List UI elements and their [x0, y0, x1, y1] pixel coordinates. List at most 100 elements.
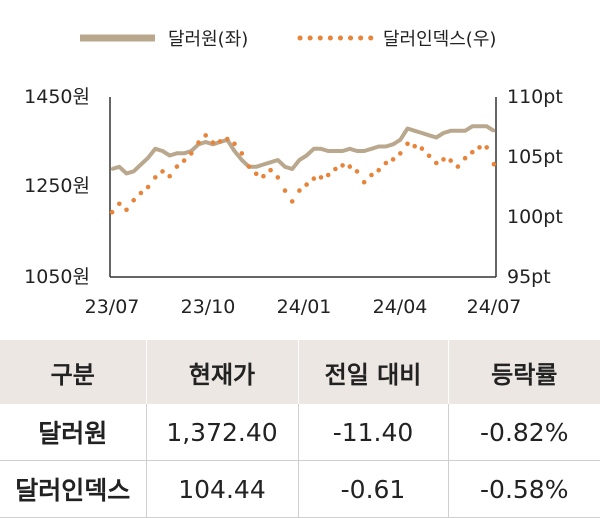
usdkrw-point [341, 149, 345, 153]
dxy-point [470, 149, 475, 155]
dxy-point [325, 172, 331, 178]
usdkrw-point [261, 163, 265, 166]
usdkrw-point [456, 129, 460, 133]
dxy-point [361, 179, 367, 185]
usdkrw-point [132, 169, 136, 173]
usdkrw-point [117, 165, 121, 169]
dxy-point [181, 158, 187, 163]
dxy-point [275, 175, 281, 180]
usdkrw-point [254, 165, 258, 169]
dxy-point [426, 153, 432, 159]
right-tick-label: 110pt [507, 86, 563, 108]
usdkrw-point [333, 149, 337, 153]
dxy-point [369, 172, 374, 178]
row-label: 달러인덱스 [0, 460, 147, 518]
usdkrw-point [355, 149, 359, 153]
dxy-point [441, 157, 446, 162]
dxy-point [419, 146, 425, 151]
dxy-point [282, 188, 288, 193]
cell-change-rate: -0.82% [448, 404, 600, 461]
right-axis-labels: 110pt 105pt 100pt 95pt [507, 86, 563, 288]
usdkrw-point [485, 124, 489, 128]
right-tick-label: 95pt [507, 266, 551, 288]
usdkrw-point [377, 145, 381, 148]
x-tick-label: 23/10 [181, 296, 236, 318]
usdkrw-point [125, 172, 128, 175]
dxy-point [376, 167, 382, 173]
right-tick-label: 100pt [507, 206, 563, 228]
exchange-rate-chart: 달러원(좌) 달러인덱스(우) 1450원 1250원 1050원 110pt … [24, 29, 563, 318]
dxy-point [477, 145, 482, 150]
dxy-point [398, 151, 403, 156]
usdkrw-point [398, 138, 402, 142]
table-header-row: 구분 현재가 전일 대비 등락률 [0, 340, 600, 404]
header-category: 구분 [0, 340, 147, 404]
dxy-point [153, 175, 158, 180]
cell-change: -11.40 [298, 404, 449, 461]
table-row: 달러인덱스 104.44 -0.61 -0.58% [0, 460, 600, 518]
usdkrw-point [370, 147, 373, 151]
dxy-point [297, 188, 302, 193]
dxy-point [347, 164, 353, 169]
dxy-point [289, 199, 295, 204]
dxy-point [117, 201, 122, 207]
x-tick-label: 24/01 [277, 296, 332, 318]
cell-change: -0.61 [298, 460, 449, 518]
dxy-point [311, 176, 317, 181]
legend-label-dxy: 달러인덱스(우) [383, 29, 496, 50]
cell-change-rate: -0.58% [448, 460, 600, 518]
left-tick-label: 1050원 [24, 266, 90, 288]
usdkrw-point [276, 158, 280, 162]
usdkrw-point [434, 136, 438, 139]
dxy-point [268, 167, 273, 173]
dxy-point [232, 141, 237, 147]
usdkrw-point [312, 147, 316, 151]
x-tick-label: 23/07 [85, 296, 140, 318]
dxy-point [167, 173, 172, 179]
usdkrw-point [391, 142, 395, 146]
usdkrw-point [161, 149, 164, 153]
right-tick-label: 105pt [507, 146, 563, 168]
usdkrw-point [478, 124, 481, 128]
usdkrw-point [492, 129, 496, 133]
dxy-point [196, 140, 201, 145]
series-layer [109, 124, 497, 215]
dxy-point [124, 207, 129, 213]
usdkrw-point [146, 156, 150, 160]
dxy-point [455, 164, 461, 169]
x-tick-label: 24/04 [373, 296, 428, 318]
usdkrw-point [110, 167, 114, 171]
dxy-point [210, 140, 216, 145]
usdkrw-point [449, 129, 453, 133]
usdkrw-point [283, 165, 287, 169]
dxy-point [491, 161, 497, 167]
dxy-point [405, 141, 410, 147]
dxy-point [354, 169, 360, 174]
usdkrw-point [240, 158, 244, 162]
usdkrw-point [139, 163, 143, 166]
series-line-usdkrw [111, 124, 495, 176]
usdkrw-point [420, 131, 424, 135]
dxy-point [304, 182, 309, 187]
usdkrw-point [362, 149, 366, 153]
dxy-point [189, 151, 194, 156]
usdkrw-point [326, 149, 330, 153]
dxy-point [138, 190, 144, 196]
dxy-point [131, 197, 136, 203]
x-axis-labels: 23/07 23/10 24/01 24/04 24/07 [85, 296, 522, 318]
row-label: 달러원 [0, 404, 147, 461]
usdkrw-point [297, 158, 301, 162]
usdkrw-point [233, 149, 236, 153]
quote-table: 구분 현재가 전일 대비 등락률 달러원 1,372.40 -11.40 -0.… [0, 340, 600, 518]
dxy-point [448, 158, 454, 163]
dxy-point [253, 171, 259, 177]
dxy-point [340, 163, 345, 168]
left-axis-labels: 1450원 1250원 1050원 [24, 86, 90, 288]
cell-current-price: 104.44 [146, 460, 299, 518]
dxy-point [318, 175, 324, 180]
dxy-point [333, 166, 338, 172]
usdkrw-point [305, 154, 309, 157]
dxy-point [217, 139, 223, 144]
chart-axes [109, 97, 497, 278]
usdkrw-point [153, 147, 157, 151]
